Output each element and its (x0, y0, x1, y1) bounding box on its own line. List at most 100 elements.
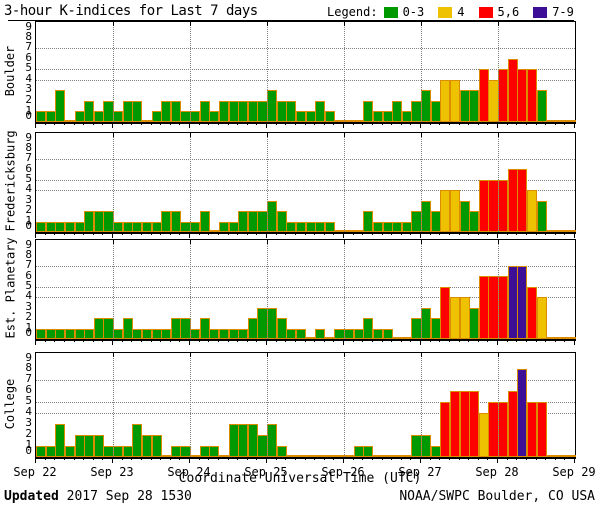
day-tick (189, 233, 190, 238)
three-hour-tick (275, 233, 277, 235)
day-tick (266, 340, 267, 345)
y-tick-label: 6 (25, 268, 32, 282)
k-bar (122, 446, 133, 457)
x-axis-day-label: Sep 26 (321, 465, 365, 479)
k-bar (238, 329, 249, 339)
y-tick-label: 2 (25, 92, 32, 106)
k-bar (132, 222, 143, 232)
three-hour-tick (516, 340, 518, 342)
three-hour-tick (275, 123, 277, 125)
day-tick (189, 123, 190, 128)
threshold-gridline-k4 (36, 79, 575, 81)
three-hour-tick (83, 458, 85, 460)
k-bar (430, 101, 441, 122)
three-hour-tick (554, 233, 556, 235)
k-bar (488, 180, 499, 232)
k-bar (132, 101, 143, 122)
threshold-gridline-k5 (36, 179, 575, 181)
three-hour-tick (227, 340, 229, 342)
k-bar (190, 455, 201, 457)
k-bar (36, 111, 47, 122)
three-hour-tick (535, 123, 537, 125)
three-hour-tick (121, 458, 123, 460)
day-tick (498, 353, 499, 357)
three-hour-tick (198, 340, 200, 342)
k-bar (546, 230, 557, 232)
k-bar (459, 201, 470, 232)
k-bar (199, 101, 210, 122)
day-tick (35, 233, 36, 238)
three-hour-tick (217, 340, 219, 342)
day-tick (421, 133, 422, 137)
x-axis-day-label: Sep 25 (244, 465, 288, 479)
three-hour-tick (333, 458, 335, 460)
panel-college (35, 352, 576, 459)
day-gridline (190, 133, 191, 232)
three-hour-tick (323, 458, 325, 460)
y-tick-label: 7 (25, 151, 32, 165)
three-hour-tick (169, 123, 171, 125)
three-hour-tick (362, 233, 364, 235)
three-hour-tick (169, 340, 171, 342)
legend-item: 7-9 (533, 5, 574, 19)
y-tick-label: 9 (25, 131, 32, 144)
three-hour-tick (140, 123, 142, 125)
day-gridline (344, 240, 345, 339)
k-bar (536, 402, 547, 457)
k-bar (382, 111, 393, 122)
day-tick (497, 123, 498, 128)
k-bar (74, 111, 85, 122)
k-bar (113, 446, 124, 457)
day-gridline (190, 353, 191, 457)
three-hour-tick (429, 123, 431, 125)
three-hour-tick (227, 458, 229, 460)
three-hour-tick (179, 458, 181, 460)
day-tick (574, 458, 575, 463)
panel-boulder (35, 21, 576, 124)
three-hour-tick (208, 123, 210, 125)
day-tick (35, 340, 36, 345)
three-hour-tick (448, 458, 450, 460)
three-hour-tick (516, 233, 518, 235)
three-hour-tick (314, 458, 316, 460)
day-tick (189, 340, 190, 345)
day-gridline (498, 22, 499, 122)
three-hour-tick (54, 458, 56, 460)
three-hour-tick (400, 340, 402, 342)
y-tick-label: 1 (25, 320, 32, 334)
day-tick (267, 353, 268, 357)
three-hour-tick (275, 458, 277, 460)
three-hour-tick (208, 458, 210, 460)
day-gridline (267, 353, 268, 457)
three-hour-tick (237, 458, 239, 460)
y-tick-label: 6 (25, 50, 32, 64)
k-bar (324, 222, 335, 232)
k-bar (295, 111, 306, 122)
day-gridline (267, 240, 268, 339)
three-hour-tick (468, 123, 470, 125)
k-bar (286, 329, 297, 339)
k-bar (430, 446, 441, 457)
k-bar (257, 211, 268, 232)
day-gridline (190, 22, 191, 122)
k-bar (353, 329, 364, 339)
k-bar (276, 446, 287, 457)
three-hour-tick (477, 458, 479, 460)
y-tick-label: 0 (25, 326, 32, 339)
k-bar (363, 446, 374, 457)
k-bar (353, 120, 364, 122)
k-bar (353, 446, 364, 457)
k-bar (170, 211, 181, 232)
day-tick (190, 22, 191, 26)
k-bar (190, 222, 201, 232)
k-bar (315, 455, 326, 457)
y-tick-label: 0 (25, 219, 32, 232)
k-bar (478, 180, 489, 232)
legend-swatch-icon (383, 6, 398, 18)
k-bar (218, 101, 229, 122)
legend-swatch-icon (478, 6, 493, 18)
k-bar (199, 211, 210, 232)
day-tick (190, 133, 191, 137)
three-hour-tick (468, 458, 470, 460)
k-bar (190, 329, 201, 339)
